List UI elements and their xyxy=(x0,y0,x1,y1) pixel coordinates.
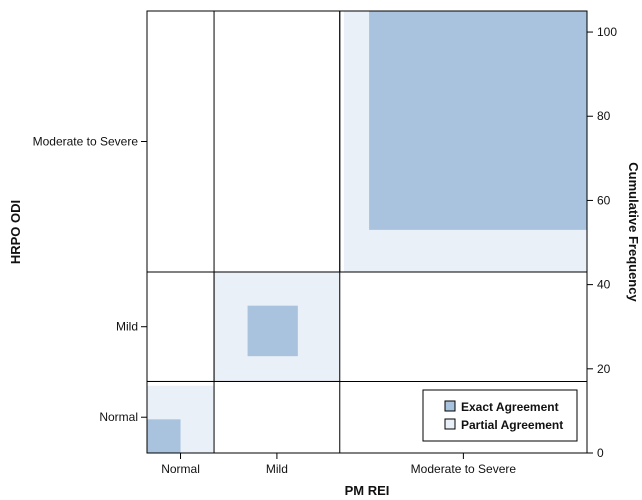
x-tick-label-1: Mild xyxy=(266,462,288,476)
y2-tick-label-3: 60 xyxy=(597,193,611,207)
legend-label-exact: Exact Agreement xyxy=(461,400,559,414)
x-tick-label-0: Normal xyxy=(161,462,200,476)
y-tick-label-0: Normal xyxy=(99,410,138,424)
exact-agreement-rect-2 xyxy=(369,11,587,230)
y2-tick-label-0: 0 xyxy=(597,446,604,460)
legend-swatch-exact xyxy=(444,400,456,412)
y-tick-label-2: Moderate to Severe xyxy=(33,134,139,148)
y2-tick-label-2: 40 xyxy=(597,278,611,292)
exact-agreement-rect-1 xyxy=(247,305,298,357)
y2-tick-label-4: 80 xyxy=(597,109,611,123)
legend-swatch-partial xyxy=(444,418,456,430)
exact-agreement-rect-0 xyxy=(147,419,181,453)
y2-tick-label-5: 100 xyxy=(597,25,617,39)
legend: Exact Agreement Partial Agreement xyxy=(422,389,578,442)
x-axis-title: PM REI xyxy=(345,483,390,498)
plot-frame xyxy=(146,10,588,454)
y2-axis-title: Cumulative Frequency xyxy=(626,162,641,302)
x-tick-label-2: Moderate to Severe xyxy=(411,462,517,476)
y-tick-label-1: Mild xyxy=(116,320,138,334)
y2-tick-label-1: 20 xyxy=(597,362,611,376)
legend-label-partial: Partial Agreement xyxy=(461,418,563,432)
legend-box xyxy=(422,389,578,442)
y-axis-title: HRPO ODI xyxy=(8,200,23,264)
